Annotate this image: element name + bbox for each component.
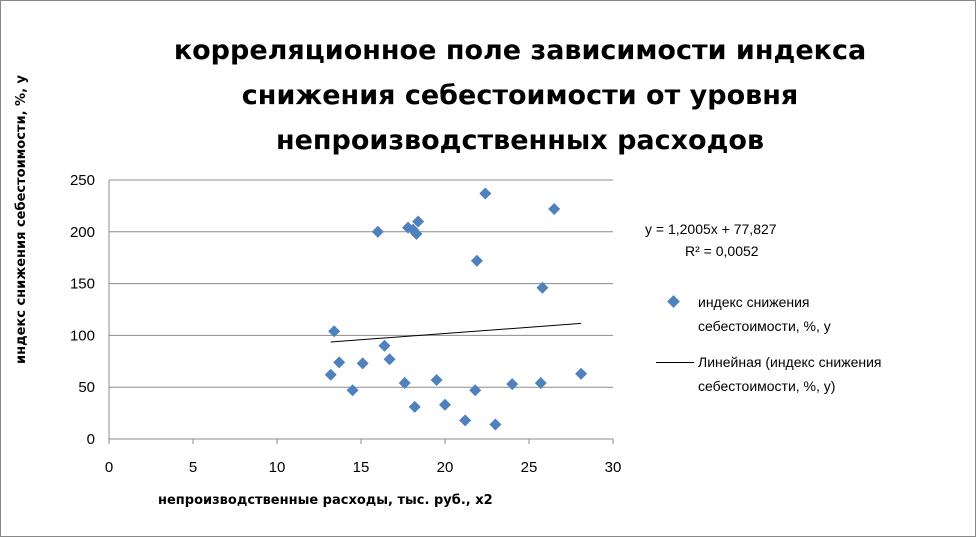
trendline-equation-text: y = 1,2005x + 77,827	[645, 221, 777, 237]
x-tick-label: 30	[605, 459, 622, 476]
data-point	[439, 398, 451, 411]
legend-item-points: индекс снижения себестоимости, %, y	[660, 290, 970, 338]
data-point	[548, 203, 561, 216]
data-point	[536, 281, 549, 294]
data-point	[469, 384, 482, 397]
trendline-equation: y = 1,2005x + 77,827 R² = 0,0052	[645, 218, 777, 262]
data-point	[470, 254, 483, 267]
chart-title-line-3: непроизводственных расходов	[275, 125, 765, 156]
data-point	[412, 215, 425, 228]
x-tick-label: 25	[521, 459, 538, 476]
data-point	[398, 377, 411, 390]
data-point	[324, 368, 337, 381]
chart-title-line-1: корреляционное поле зависимости индекса	[173, 35, 867, 66]
data-point	[479, 187, 492, 200]
y-tick-label: 50	[78, 379, 95, 396]
x-tick-label: 10	[269, 459, 286, 476]
legend-label-points: индекс снижения себестоимости, %, y	[698, 294, 831, 334]
data-point	[489, 418, 502, 431]
y-axis-label: индекс снижения себестоимости, %, y	[14, 74, 29, 364]
data-point	[534, 377, 547, 390]
data-point	[346, 384, 359, 397]
x-tick-label: 20	[437, 459, 454, 476]
y-tick-label: 0	[87, 431, 95, 448]
data-point	[328, 325, 341, 338]
y-tick-label: 250	[70, 172, 95, 189]
legend-item-trendline: Линейная (индекс снижения себестоимости,…	[656, 350, 970, 398]
data-point	[383, 353, 396, 366]
data-point	[408, 400, 421, 413]
r-squared-text: R² = 0,0052	[685, 243, 759, 259]
y-tick-label: 150	[70, 276, 95, 293]
trendline	[330, 322, 582, 343]
chart-title-line-2: снижения себестоимости от уровня	[241, 80, 799, 111]
data-point	[575, 367, 588, 380]
data-point	[378, 339, 391, 352]
data-point	[459, 414, 472, 427]
x-axis-label: непроизводственные расходы, тыс. руб., x…	[158, 493, 493, 508]
data-point	[506, 378, 519, 391]
x-tick-label: 15	[353, 459, 370, 476]
data-point	[333, 356, 346, 369]
y-tick-label: 100	[70, 327, 95, 344]
chart-title: корреляционное поле зависимости индекса …	[130, 28, 910, 163]
data-point	[430, 373, 443, 386]
data-point	[410, 227, 423, 240]
x-tick-label: 5	[189, 459, 197, 476]
legend: индекс снижения себестоимости, %, y Лине…	[656, 290, 970, 410]
legend-label-trendline: Линейная (индекс снижения себестоимости,…	[698, 354, 882, 394]
data-point	[356, 357, 369, 370]
line-marker-icon	[656, 362, 694, 363]
data-point	[371, 225, 384, 238]
y-tick-label: 200	[70, 224, 95, 241]
diamond-marker-icon	[667, 295, 680, 308]
x-tick-label: 0	[105, 459, 113, 476]
